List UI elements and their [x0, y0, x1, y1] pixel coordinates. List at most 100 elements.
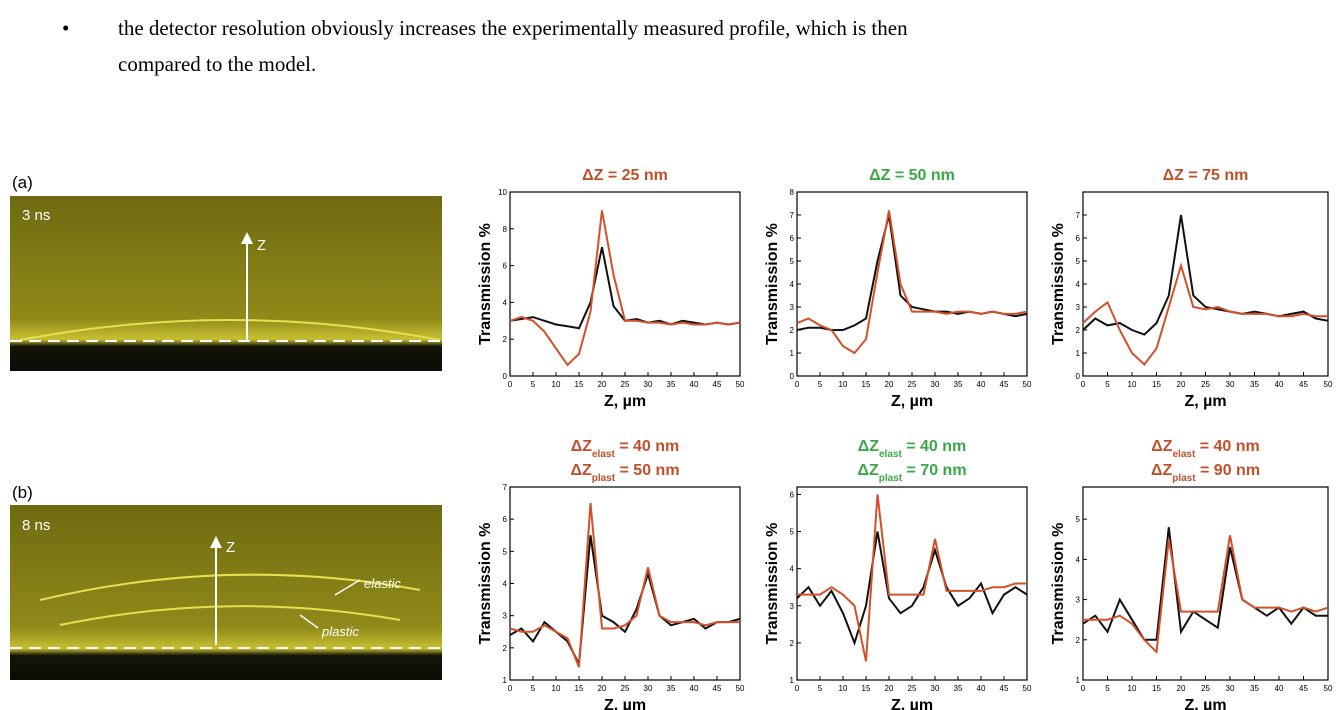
plot-frame — [1082, 486, 1329, 681]
x-tick-label: 5 — [531, 380, 536, 389]
y-tick-label: 5 — [503, 547, 508, 556]
x-tick-label: 35 — [1250, 684, 1259, 693]
y-tick-label: 4 — [790, 565, 795, 574]
chart-title: ΔZ = 50 nm — [869, 167, 955, 184]
title-part: ΔZ — [1151, 462, 1173, 479]
x-axis-label: Z, µm — [1184, 393, 1226, 410]
y-tick-label: 5 — [1076, 257, 1081, 266]
series-line — [509, 246, 741, 330]
x-tick-label: 40 — [1275, 380, 1284, 389]
x-tick-label: 35 — [667, 380, 676, 389]
y-tick-label: 4 — [503, 580, 508, 589]
x-tick-label: 35 — [667, 684, 676, 693]
x-tick-label: 30 — [644, 380, 653, 389]
x-tick-label: 50 — [736, 684, 745, 693]
micrograph — [10, 196, 442, 371]
x-tick-label: 45 — [1000, 380, 1009, 389]
x-tick-label: 40 — [977, 684, 986, 693]
plot-frame — [509, 486, 741, 681]
series-line — [796, 531, 1028, 646]
y-tick-label: 8 — [790, 188, 795, 197]
body-text: • the detector resolution obviously incr… — [0, 0, 1342, 110]
x-tick-label: 0 — [1081, 380, 1086, 389]
x-tick-label: 20 — [1177, 380, 1186, 389]
annotation: plastic — [321, 624, 359, 639]
y-tick-label: 6 — [503, 515, 508, 524]
title-part: = 70 nm — [902, 462, 966, 479]
title-part: ΔZ = 50 nm — [869, 167, 955, 184]
bullet: • — [62, 16, 70, 40]
x-tick-label: 5 — [818, 684, 823, 693]
x-tick-label: 0 — [508, 684, 513, 693]
chart-title: ΔZplast = 90 nm — [1151, 462, 1260, 484]
title-part: ΔZ — [1151, 438, 1173, 455]
title-part: ΔZ = 75 nm — [1163, 167, 1249, 184]
y-tick-label: 6 — [1076, 234, 1081, 243]
y-tick-label: 10 — [498, 188, 507, 197]
y-axis-label: Transmission % — [764, 223, 781, 345]
chart-title: ΔZelast = 40 nm — [858, 438, 967, 460]
title-part: = 40 nm — [1195, 438, 1259, 455]
x-tick-label: 0 — [795, 380, 800, 389]
title-part: ΔZ — [571, 438, 593, 455]
x-tick-label: 20 — [885, 380, 894, 389]
y-tick-label: 3 — [503, 612, 508, 621]
elastic-front — [39, 573, 421, 601]
x-tick-label: 25 — [1201, 380, 1210, 389]
y-tick-label: 2 — [503, 644, 508, 653]
y-tick-label: 1 — [1076, 676, 1081, 685]
chart-title: ΔZ = 75 nm — [1163, 167, 1249, 184]
y-tick-label: 6 — [790, 234, 795, 243]
y-tick-label: 2 — [790, 326, 795, 335]
y-axis-label: Transmission % — [1050, 223, 1067, 345]
y-tick-label: 2 — [503, 335, 508, 344]
title-part: plast — [592, 473, 616, 484]
y-tick-label: 3 — [790, 602, 795, 611]
title-part: elast — [592, 449, 615, 460]
plot-frame — [796, 191, 1028, 377]
x-tick-label: 10 — [552, 380, 561, 389]
axis-label: Z — [226, 539, 235, 556]
series-line — [796, 210, 1028, 355]
x-tick-label: 45 — [1000, 684, 1009, 693]
x-tick-label: 50 — [1023, 684, 1032, 693]
series-line — [509, 535, 741, 668]
plastic-front — [59, 605, 401, 626]
y-axis-label: Transmission % — [1050, 523, 1067, 645]
x-tick-label: 10 — [552, 684, 561, 693]
x-tick-label: 10 — [839, 380, 848, 389]
time-label: 8 ns — [22, 517, 50, 534]
chart-title: ΔZplast = 70 nm — [857, 462, 966, 484]
y-tick-label: 5 — [790, 528, 795, 537]
x-tick-label: 45 — [1299, 380, 1308, 389]
title-part: elast — [879, 449, 902, 460]
x-tick-label: 20 — [1177, 684, 1186, 693]
shock-front — [19, 319, 441, 341]
x-tick-label: 35 — [954, 684, 963, 693]
x-tick-label: 45 — [713, 380, 722, 389]
title-part: plast — [1172, 473, 1196, 484]
y-tick-label: 7 — [503, 483, 508, 492]
panel-label: (a) — [12, 173, 33, 192]
text-line: the detector resolution obviously increa… — [118, 16, 908, 40]
chart-title: ΔZ = 25 nm — [582, 167, 668, 184]
y-tick-label: 4 — [1076, 555, 1081, 564]
axis-label: Z — [257, 237, 266, 254]
title-part: ΔZ = 25 nm — [582, 167, 668, 184]
x-tick-label: 40 — [690, 380, 699, 389]
x-tick-label: 35 — [954, 380, 963, 389]
y-tick-label: 3 — [1076, 303, 1081, 312]
time-label: 3 ns — [22, 207, 50, 224]
x-tick-label: 30 — [644, 684, 653, 693]
x-tick-label: 10 — [1128, 684, 1137, 693]
x-tick-label: 45 — [1299, 684, 1308, 693]
y-tick-label: 4 — [503, 298, 508, 307]
y-tick-label: 4 — [1076, 280, 1081, 289]
y-axis-label: Transmission % — [477, 523, 494, 645]
x-tick-label: 25 — [908, 380, 917, 389]
x-tick-label: 10 — [839, 684, 848, 693]
title-part: elast — [1173, 449, 1196, 460]
y-tick-label: 1 — [790, 349, 795, 358]
y-tick-label: 1 — [1076, 349, 1081, 358]
